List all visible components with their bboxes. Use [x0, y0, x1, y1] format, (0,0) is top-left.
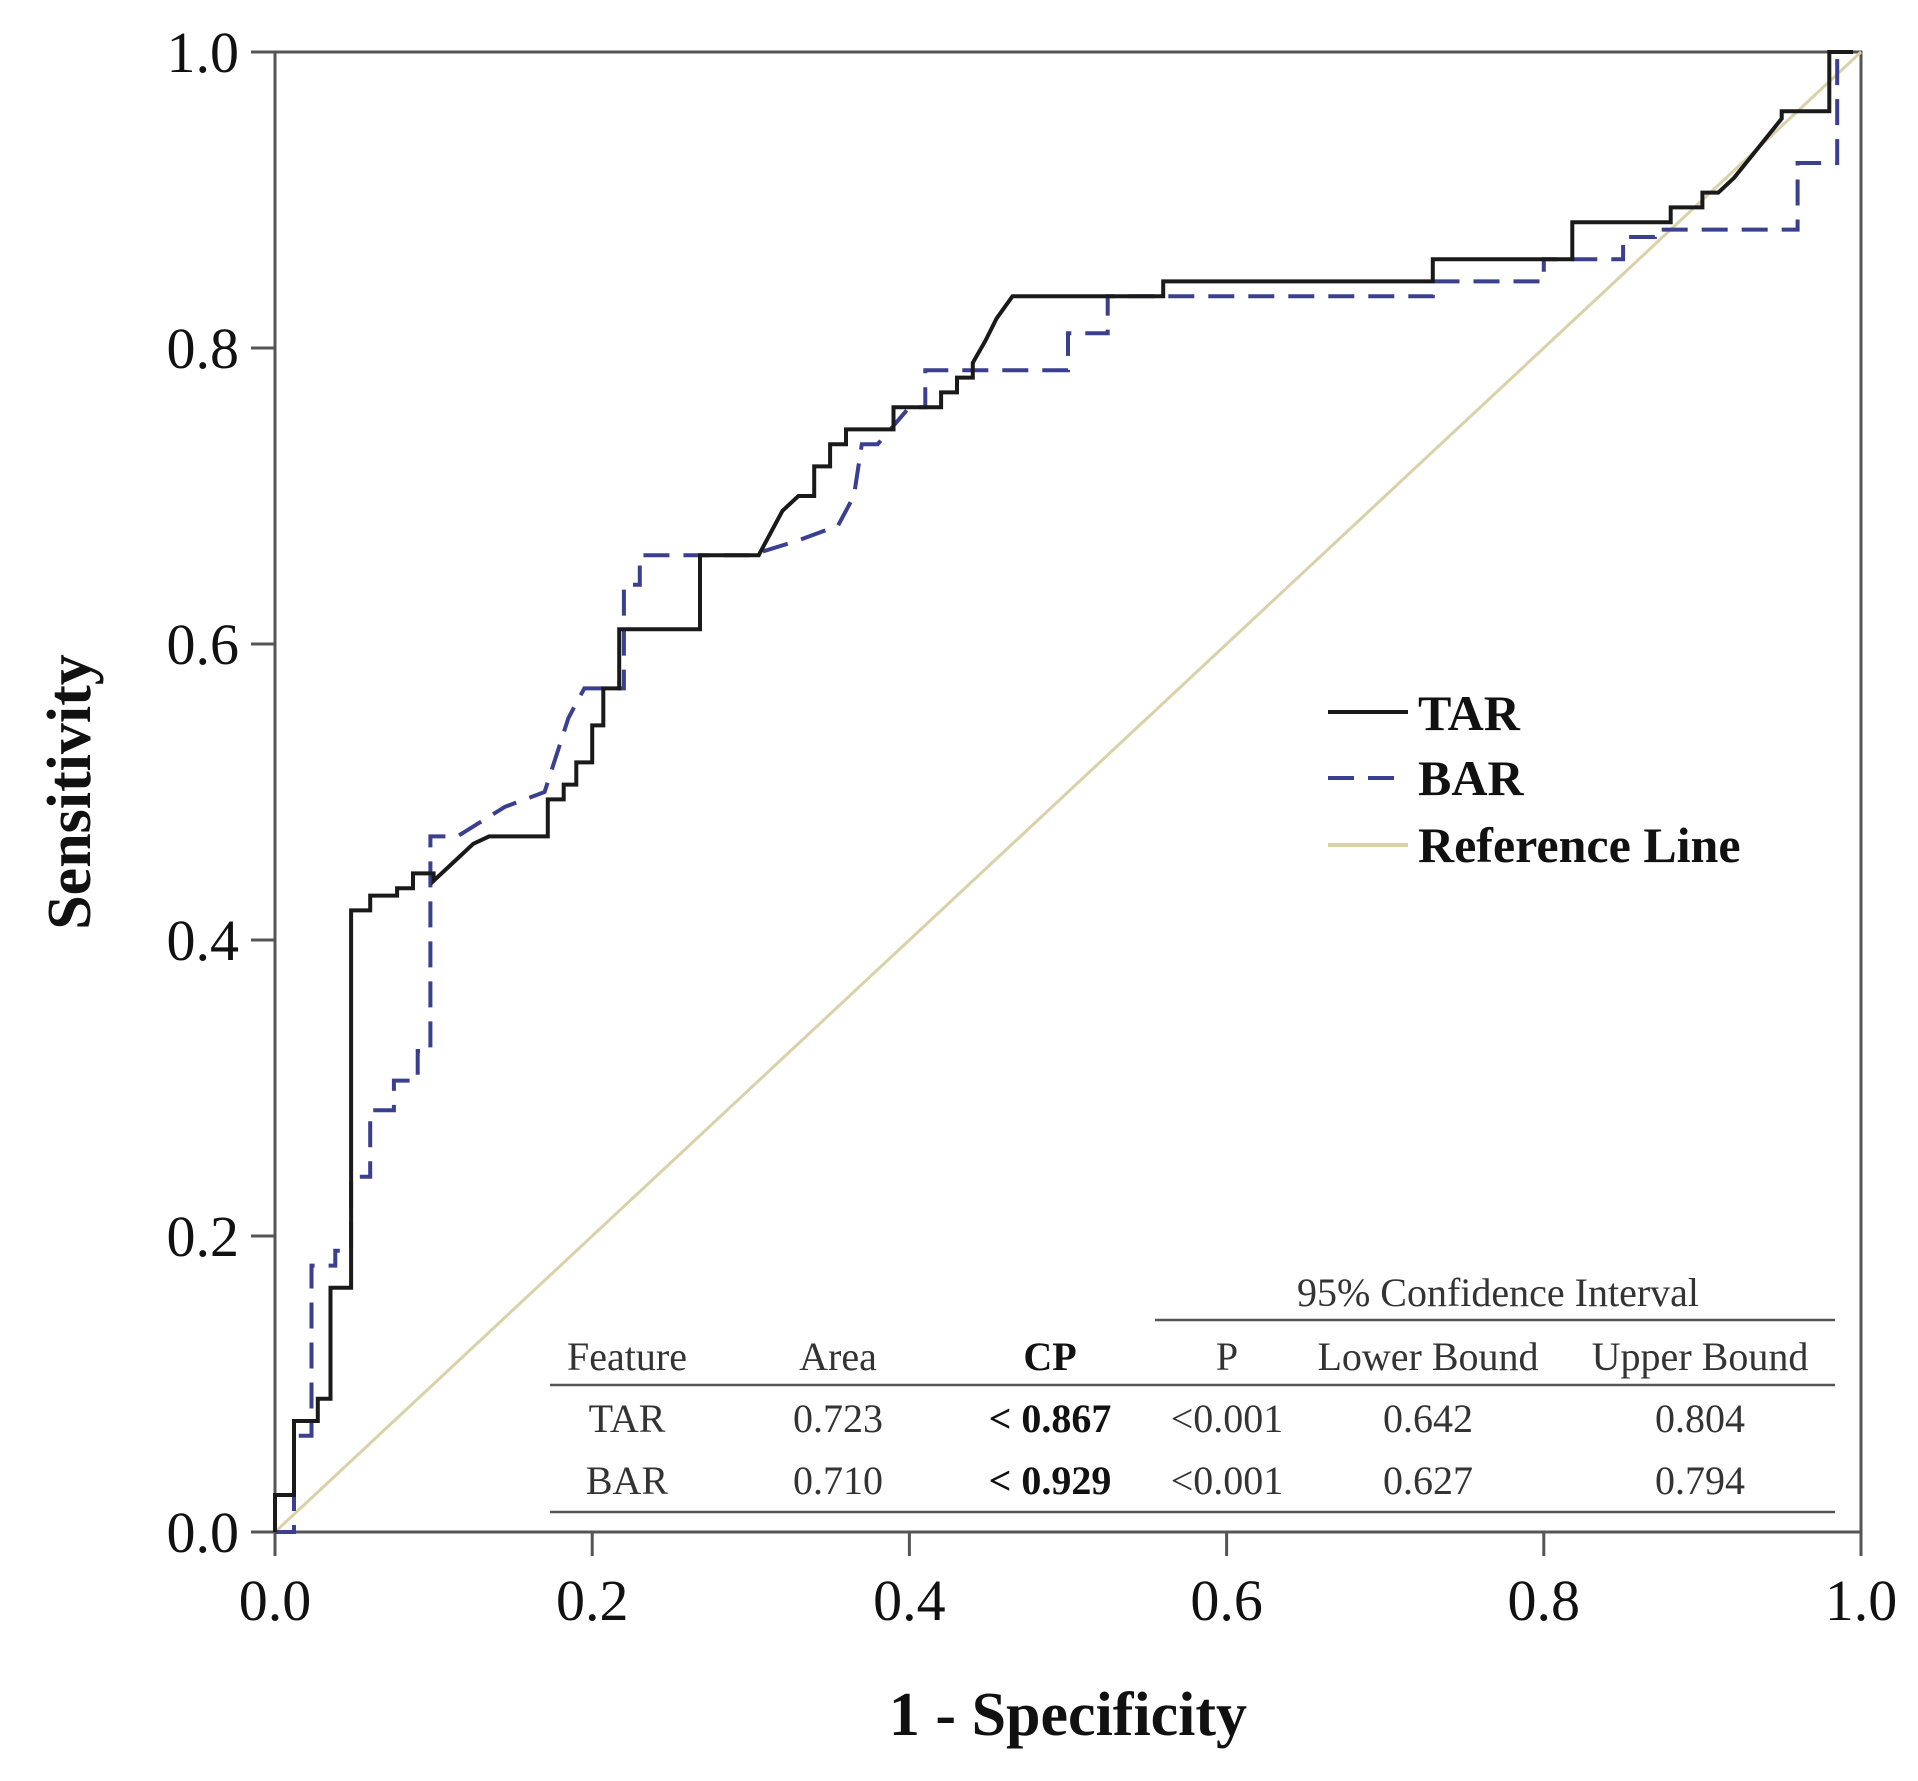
x-tick-label: 0.2	[556, 1568, 629, 1633]
table-cell-tar-area: 0.723	[793, 1396, 883, 1441]
x-tick-label: 0.4	[873, 1568, 946, 1633]
table-cell-tar-p: <0.001	[1171, 1396, 1284, 1441]
table-cell-bar-lower: 0.627	[1383, 1458, 1473, 1503]
y-tick-label: 0.6	[167, 612, 240, 677]
table-cell-bar-feature: BAR	[586, 1458, 669, 1503]
legend-label-reference: Reference Line	[1418, 817, 1741, 873]
x-tick-label: 0.8	[1508, 1568, 1581, 1633]
y-tick-label: 0.8	[167, 316, 240, 381]
table-cell-bar-cp: < 0.929	[989, 1458, 1112, 1503]
y-axis-title: Sensitivity	[36, 654, 104, 930]
table-group-header: 95% Confidence Interval	[1297, 1270, 1699, 1315]
table-header-area: Area	[799, 1334, 877, 1379]
series-line-reference-line	[273, 50, 1863, 1534]
x-tick-label: 1.0	[1825, 1568, 1898, 1633]
table-header-lower-bound: Lower Bound	[1317, 1334, 1538, 1379]
table-header-upper-bound: Upper Bound	[1592, 1334, 1809, 1379]
table-cell-tar-cp: < 0.867	[989, 1396, 1112, 1441]
legend-label-bar: BAR	[1418, 750, 1524, 806]
legend-label-tar: TAR	[1418, 685, 1521, 741]
x-axis-title: 1 - Specificity	[889, 1681, 1247, 1749]
table-cell-bar-area: 0.710	[793, 1458, 883, 1503]
table-cell-tar-feature: TAR	[589, 1396, 666, 1441]
table-cell-tar-upper: 0.804	[1655, 1396, 1745, 1441]
y-tick-label: 0.2	[167, 1204, 240, 1269]
table-header-p: P	[1216, 1334, 1238, 1379]
legend: TAR BAR Reference Line	[1328, 685, 1741, 873]
y-tick-label: 0.0	[167, 1500, 240, 1565]
table-header-feature: Feature	[567, 1334, 687, 1379]
table-header-cp: CP	[1023, 1334, 1076, 1379]
x-tick-label: 0.6	[1190, 1568, 1263, 1633]
table-cell-tar-lower: 0.642	[1383, 1396, 1473, 1441]
y-tick-label: 0.4	[167, 908, 240, 973]
y-tick-label: 1.0	[167, 20, 240, 85]
table-cell-bar-p: <0.001	[1171, 1458, 1284, 1503]
x-tick-label: 0.0	[239, 1568, 312, 1633]
series-line-tar	[273, 50, 1854, 1532]
stats-table: 95% Confidence Interval Feature Area CP …	[550, 1270, 1835, 1514]
series-line-bar	[275, 52, 1840, 1534]
table-cell-bar-upper: 0.794	[1655, 1458, 1745, 1503]
plot-frame	[273, 50, 1863, 1534]
